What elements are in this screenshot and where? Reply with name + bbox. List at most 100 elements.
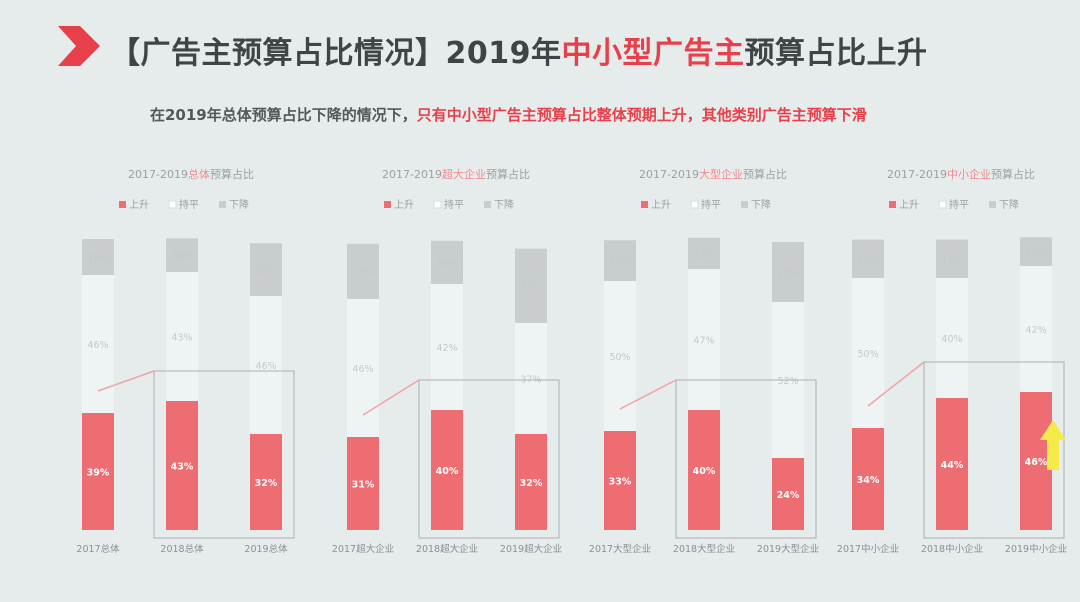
bar-flat-label: 46% [255,361,276,372]
bar-up [431,410,463,530]
legend-swatch [889,201,896,208]
bar-flat [936,278,968,398]
legend-label: 下降 [229,198,249,211]
bar-flat-label: 50% [857,349,878,360]
legend-swatch [219,201,226,208]
bar-up [772,458,804,530]
legend-swatch [690,200,699,209]
legend-label: 上升 [394,199,414,211]
bar-up [936,398,968,530]
bar-down [347,243,379,299]
bar-flat-label: 42% [1025,325,1046,336]
bar-up-label: 34% [857,475,880,486]
x-tick-label: 2018超大企业 [416,543,478,555]
legend-label: 下降 [494,198,514,211]
bar-up-label: 32% [520,478,543,489]
chart-title-suffix: 预算占比 [486,167,530,181]
bar-down [604,240,636,281]
bar-down-label: 17% [609,257,630,268]
chart-title-highlight: 超大企业 [442,167,486,181]
bar-up [515,434,547,530]
legend-label: 上升 [899,199,919,211]
legend-label: 持平 [949,198,969,211]
chart-title-prefix: 2017-2019 [382,168,442,181]
bar-flat-label: 46% [352,364,373,375]
legend-swatch [938,200,947,209]
bar-down-label: 25% [777,268,798,279]
bar-flat [166,272,198,401]
legend-swatch [168,200,177,209]
bar-down [250,243,282,296]
bar-up-label: 24% [777,490,800,501]
bar-up [82,413,114,530]
bar-down-label: 14% [171,251,192,262]
x-tick-label: 2018中小企业 [921,543,983,555]
chart-title-prefix: 2017-2019 [128,168,188,181]
bar-down [772,242,804,302]
x-tick-label: 2019大型企业 [757,543,819,555]
bar-down [515,248,547,323]
x-tick-label: 2019超大企业 [500,543,562,555]
bar-flat-label: 40% [941,334,962,345]
x-tick-label: 2017中小企业 [837,543,899,555]
title-part2: 预算占比上升 [744,36,928,71]
chart-title-suffix: 预算占比 [210,167,254,181]
bar-down-label: 13% [693,249,714,260]
bar-up [1020,392,1052,530]
chart-title: 2017-2019超大企业预算占比 [382,167,530,181]
highlight-box [923,361,1065,539]
highlight-box [153,370,295,539]
bar-down-label: 22% [255,266,276,277]
x-tick-label: 2018总体 [160,543,204,555]
bar-flat-label: 47% [693,336,714,347]
legend-label: 上升 [129,199,149,211]
bar-up-label: 40% [436,466,459,477]
bar-down [431,240,463,284]
bar-up-label: 40% [693,466,716,477]
x-tick-label: 2019总体 [244,543,288,555]
bar-up-label: 44% [941,460,964,471]
legend-swatch [119,201,126,208]
bar-up-label: 32% [255,478,278,489]
bar-up [688,410,720,530]
legend-label: 持平 [444,198,464,211]
bar-down-label: 16% [941,255,962,266]
x-tick-label: 2019中小企业 [1005,543,1067,555]
bar-up [250,434,282,530]
legend-swatch [433,200,442,209]
legend-label: 持平 [179,198,199,211]
bar-down [1020,237,1052,266]
x-tick-label: 2017超大企业 [332,543,394,555]
legend-swatch [384,201,391,208]
legend-swatch [641,201,648,208]
bar-down-label: 18% [436,258,457,269]
bar-down-label: 15% [87,253,108,264]
bar-down [166,238,198,272]
bar-flat-label: 52% [777,376,798,387]
bar-down [852,239,884,278]
legend-swatch [484,201,491,208]
bar-down [936,239,968,278]
bar-flat [1020,266,1052,392]
highlight-box [675,379,817,539]
page-title: 【广告主预算占比情况】2019年中小型广告主预算占比上升 [110,28,928,72]
bar-down-label: 23% [352,267,373,278]
bar-up-label: 46% [1025,457,1048,468]
bar-flat-label: 43% [171,333,192,344]
bar-up-label: 43% [171,462,194,473]
bar-flat [82,275,114,413]
chart-title: 2017-2019大型企业预算占比 [639,167,787,181]
legend-label: 持平 [701,198,721,211]
bar-up-label: 31% [352,480,375,491]
bar-down-label: 12% [1025,248,1046,259]
bar-down-label: 31% [520,282,541,293]
chart-title-suffix: 预算占比 [991,167,1035,181]
bar-flat-label: 42% [436,343,457,354]
bar-up-label: 33% [609,477,632,488]
bar-up-label: 39% [87,468,110,479]
subtitle-part1: 在2019年总体预算占比下降的情况下， [150,106,417,124]
connector-line [97,370,155,392]
